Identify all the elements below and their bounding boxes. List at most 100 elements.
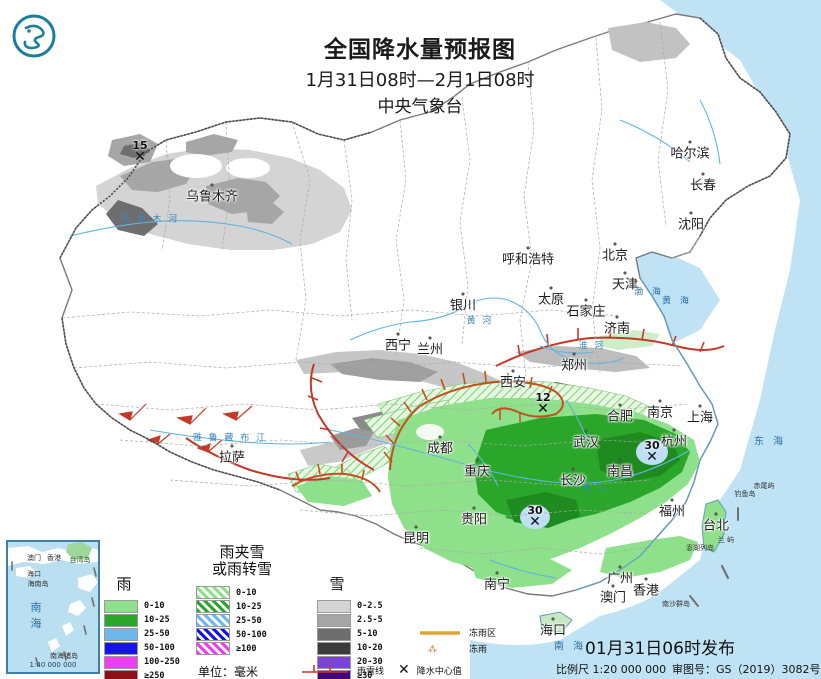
- legend-key-rain-snow-line: 雨雪线: [300, 664, 384, 677]
- legend-rain-swatch: [104, 669, 138, 679]
- city-marker-dot: [613, 242, 617, 246]
- island-label-兰屿: 兰 屿: [717, 536, 735, 544]
- legend-rain-swatch: [104, 599, 138, 613]
- legend-rain-swatch: [104, 655, 138, 669]
- city-marker-dot: [461, 292, 465, 296]
- city-marker-dot: [511, 369, 515, 373]
- sea-label-黄海: 黄 海: [662, 296, 692, 307]
- inset-label-haikou: 海口: [27, 570, 41, 578]
- legend-snow-swatch: [317, 613, 351, 627]
- legend-snow-swatch: [317, 669, 351, 679]
- legend-key-freezing-rain-zone: 冻雨区: [418, 626, 496, 639]
- city-marker-dot: [698, 404, 702, 408]
- legend-rain-label: 50-100: [144, 643, 175, 654]
- city-marker-dot: [438, 435, 442, 439]
- legend-rain-row: ≥250: [104, 669, 180, 679]
- svg-text:⁂: ⁂: [428, 644, 437, 654]
- legend-sleet-row: ≥100: [196, 642, 288, 656]
- legend-column-rain: 雨 0-10 10-25 25-50 50-100 100-250 ≥250: [104, 575, 180, 679]
- island-label-南沙群岛: 南沙群岛: [662, 600, 690, 608]
- legend-snow-label: 10-20: [357, 643, 383, 654]
- legend-sleet-row: 0-10: [196, 586, 288, 600]
- legend-snow-label: ≥30: [357, 671, 373, 679]
- legend-key-label-freezing-rain: 冻雨: [469, 645, 488, 655]
- legend-snow-label: 2.5-5: [357, 615, 383, 626]
- legend-sleet-label: 25-50: [236, 615, 262, 626]
- legend-sleet-swatch: [196, 642, 230, 655]
- legend-snow-row: 0-2.5: [317, 599, 383, 613]
- legend-snow-swatch: [317, 641, 351, 655]
- legend-rain-row: 50-100: [104, 641, 180, 655]
- legend-key-label-precip-center: 降水中心值: [416, 666, 462, 677]
- legend-sleet-label: 0-10: [236, 587, 257, 598]
- legend-rain-row: 100-250: [104, 655, 180, 669]
- legend-sleet-row: 50-100: [196, 628, 288, 642]
- legend-snow-swatch: [317, 599, 351, 613]
- legend-key-label-rain-snow-line: 雨雪线: [357, 666, 385, 677]
- legend-key-freezing-rain: ⁂ 冻雨: [418, 642, 496, 656]
- map-legend: 南 海 澳门 香港 台湾岛 海口 海南岛 南海诸岛 1:40 000 000 雨…: [0, 536, 821, 679]
- legend-key-label-freezing-rain-zone: 冻雨区: [469, 629, 497, 639]
- legend-rain-label: 25-50: [144, 629, 170, 640]
- legend-rain-label: 10-25: [144, 615, 170, 626]
- city-marker-dot: [414, 525, 418, 529]
- legend-snow-row: 5-10: [317, 627, 383, 641]
- city-marker-dot: [396, 332, 400, 336]
- river-label-长江: 长 江: [582, 483, 610, 494]
- precip-center-x-icon: ✕: [398, 662, 410, 678]
- city-marker-dot: [475, 458, 479, 462]
- legend-snow-row: ≥30: [317, 669, 383, 679]
- forecast-period: 1月31日08时—2月1日08时: [305, 69, 535, 91]
- legend-snow-row: 10-20: [317, 641, 383, 655]
- city-marker-dot: [495, 571, 499, 575]
- city-marker-dot: [701, 172, 705, 176]
- south-china-sea-inset-map: 南 海 澳门 香港 台湾岛 海口 海南岛 南海诸岛 1:40 000 000: [6, 540, 100, 674]
- legend-snow-row: 20-30: [317, 655, 383, 669]
- legend-column-sleet: 雨夹雪 或雨转雪 0-10 10-25 25-50 50-100 ≥100 单位：毫米: [196, 543, 288, 679]
- freezing-rain-icon: ⁂: [428, 644, 437, 654]
- legend-heading-rain: 雨: [116, 575, 132, 593]
- city-marker-dot: [549, 286, 553, 290]
- city-marker-dot: [584, 429, 588, 433]
- legend-sleet-swatch: [196, 614, 230, 627]
- legend-snow-label: 0-2.5: [357, 601, 383, 612]
- legend-sleet-label: ≥100: [236, 643, 257, 654]
- legend-rain-label: 100-250: [144, 657, 180, 668]
- city-marker-dot: [623, 271, 627, 275]
- legend-swatch-list-rain: 0-10 10-25 25-50 50-100 100-250 ≥250: [104, 599, 180, 679]
- cma-dragon-logo: [12, 14, 56, 58]
- city-marker-dot: [618, 565, 622, 569]
- legend-symbol-keys-2: 雨雪线 ✕ 降水中心值: [300, 662, 462, 678]
- legend-swatch-list-sleet: 0-10 10-25 25-50 50-100 ≥100: [196, 586, 288, 656]
- issue-time: 01月31日06时发布: [585, 639, 735, 659]
- legend-symbol-keys: 冻雨区 ⁂ 冻雨: [418, 626, 496, 658]
- inset-label-hongkong: 香港: [47, 554, 61, 562]
- city-marker-dot: [551, 617, 555, 621]
- river-label-塔里木河: 塔 里 木 河: [120, 214, 180, 225]
- legend-key-precip-center: ✕ 降水中心值: [398, 662, 462, 678]
- legend-sleet-row: 10-25: [196, 600, 288, 614]
- sea-label-渤海: 渤 海: [634, 287, 664, 298]
- river-label-黄河: 黄 河: [466, 316, 494, 327]
- island-label-澎湖列岛: 澎湖列岛: [686, 544, 714, 552]
- legend-snow-label: 5-10: [357, 629, 378, 640]
- legend-swatch-list-snow: 0-2.5 2.5-5 5-10 10-20 20-30 ≥30: [317, 599, 383, 679]
- inset-label-macau: 澳门: [27, 554, 41, 562]
- inset-label-taiwan: 台湾岛: [69, 556, 91, 564]
- sea-label-南海: 南 海: [553, 641, 587, 653]
- issuing-agency: 中央气象台: [377, 96, 463, 117]
- river-label-雅鲁藏布江: 雅 鲁 藏 布 江: [192, 433, 268, 444]
- city-marker-dot: [428, 336, 432, 340]
- city-marker-dot: [611, 584, 615, 588]
- legend-snow-row: 2.5-5: [317, 613, 383, 627]
- inset-label-hainan-island: 海南岛: [27, 580, 49, 588]
- legend-snow-swatch: [317, 655, 351, 669]
- legend-rain-label: ≥250: [144, 671, 165, 679]
- city-marker-dot: [584, 298, 588, 302]
- island-label-赤尾屿: 赤尾屿: [753, 482, 775, 490]
- city-marker-dot: [571, 467, 575, 471]
- legend-column-snow: 雪 0-2.5 2.5-5 5-10 10-20 20-30 ≥30: [317, 575, 383, 679]
- freezing-rain-zone-icon: [420, 630, 460, 635]
